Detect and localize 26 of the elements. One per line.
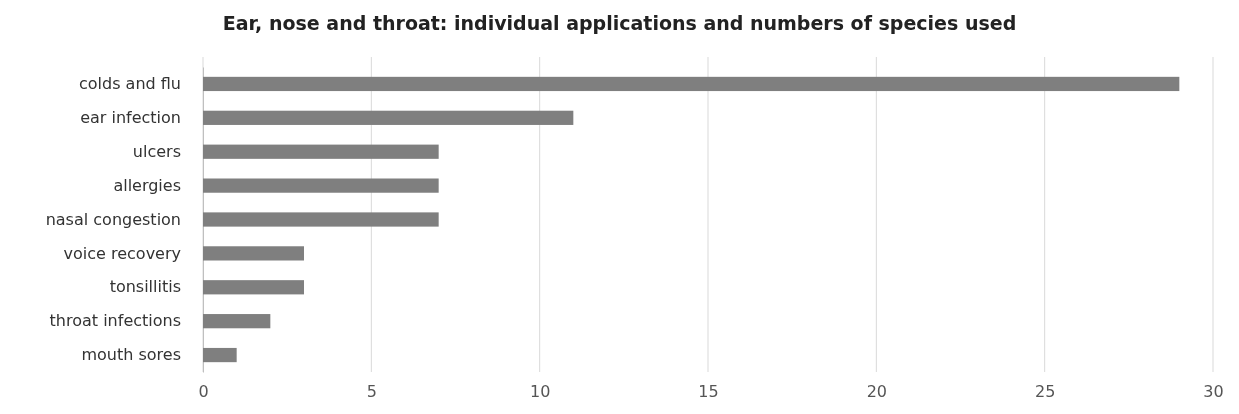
y-tick-label: tonsillitis <box>109 277 181 297</box>
bar <box>203 178 439 193</box>
bar <box>203 110 574 125</box>
y-tick-label: ulcers <box>132 141 181 161</box>
x-tick-label: 0 <box>198 382 209 402</box>
bar <box>203 280 304 295</box>
bar <box>203 144 439 159</box>
y-tick-label: allergies <box>113 175 181 195</box>
x-tick-label: 15 <box>698 382 719 402</box>
chart-title: Ear, nose and throat: individual applications and numbers of species used <box>222 12 1017 34</box>
y-tick-label: ear infection <box>80 107 181 127</box>
y-tick-label: throat infections <box>49 311 181 331</box>
bar <box>203 212 439 227</box>
x-tick-label: 30 <box>1203 382 1224 402</box>
x-tick-label: 20 <box>866 382 888 402</box>
y-tick-label: colds and flu <box>78 74 181 94</box>
y-tick-label: mouth sores <box>81 345 181 365</box>
bar <box>203 347 237 363</box>
x-tick-label: 5 <box>366 382 377 402</box>
x-tick-label: 10 <box>529 382 551 402</box>
y-tick-label: voice recovery <box>63 243 181 263</box>
bar <box>203 76 1180 92</box>
bar <box>203 314 271 329</box>
bar <box>203 246 304 261</box>
y-tick-label: nasal congestion <box>45 209 181 229</box>
x-tick-label: 25 <box>1034 382 1056 402</box>
